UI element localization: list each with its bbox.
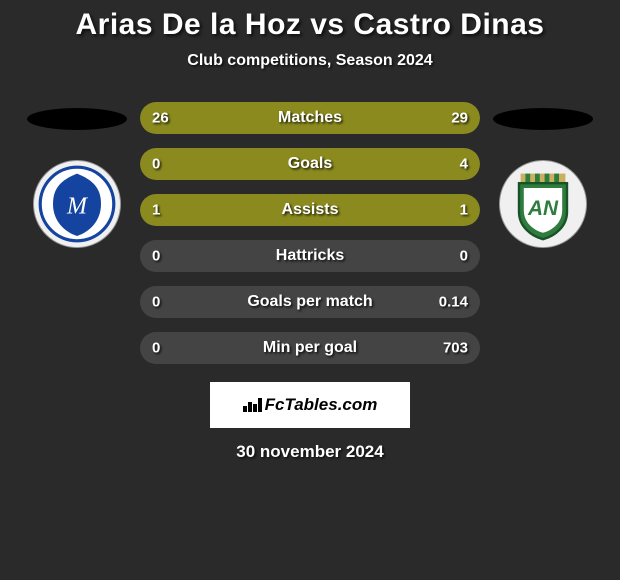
bar-fill-right — [201, 148, 480, 180]
chart-date: 30 november 2024 — [0, 442, 620, 462]
stat-bar: 0 0.14 Goals per match — [140, 286, 480, 318]
bars-column: 2629Matches04Goals11Assists00Hattricks00… — [140, 102, 480, 364]
bar-value-right: 1 — [460, 202, 468, 219]
svg-text:M: M — [66, 194, 89, 220]
millonarios-badge-icon: M — [37, 164, 117, 244]
right-club-badge: AN — [499, 160, 587, 248]
stat-bar: 0 4 Goals — [140, 148, 480, 180]
bar-value-left: 0 — [152, 248, 160, 265]
bar-value-left: 26 — [152, 110, 169, 127]
fctables-watermark: FcTables.com — [210, 382, 410, 428]
bar-value-left: 0 — [152, 294, 160, 311]
chart-title: Arias De la Hoz vs Castro Dinas — [0, 8, 620, 42]
left-silhouette-ellipse — [27, 108, 127, 130]
atletico-nacional-badge-icon: AN — [503, 164, 583, 244]
stat-bar: 0 0 Hattricks — [140, 240, 480, 272]
stat-bar: 26 29 Matches — [140, 102, 480, 134]
stat-bar: 1 1 Assists — [140, 194, 480, 226]
bar-label: Min per goal — [263, 339, 357, 357]
comparison-chart: Arias De la Hoz vs Castro Dinas Club com… — [0, 0, 620, 462]
bar-fill-left — [140, 102, 201, 134]
bar-label: Goals per match — [247, 293, 372, 311]
chart-area: M 26 29 Matches 0 4 Goals 1 1 Assists 0 0 Hattricks… — [0, 102, 620, 364]
svg-text:AN: AN — [527, 197, 559, 220]
stat-bar: 0 703 Min per goal — [140, 332, 480, 364]
bar-value-left: 0 — [152, 156, 160, 173]
chart-subtitle: Club competitions, Season 2024 — [0, 52, 620, 70]
left-side-column: M — [22, 102, 132, 248]
bar-value-right: 703 — [443, 340, 468, 357]
bar-value-left: 0 — [152, 340, 160, 357]
bar-value-right: 29 — [451, 110, 468, 127]
bar-label: Goals — [288, 155, 332, 173]
bar-value-right: 0.14 — [439, 294, 468, 311]
bar-value-right: 0 — [460, 248, 468, 265]
fctables-label: FcTables.com — [265, 395, 378, 415]
bar-value-left: 1 — [152, 202, 160, 219]
bar-label: Assists — [282, 201, 339, 219]
bar-label: Matches — [278, 109, 342, 127]
bar-value-right: 4 — [460, 156, 468, 173]
left-club-badge: M — [33, 160, 121, 248]
right-silhouette-ellipse — [493, 108, 593, 130]
bar-fill-left — [140, 148, 201, 180]
fctables-bars-icon — [243, 398, 261, 412]
bar-label: Hattricks — [276, 247, 344, 265]
right-side-column: AN — [488, 102, 598, 248]
